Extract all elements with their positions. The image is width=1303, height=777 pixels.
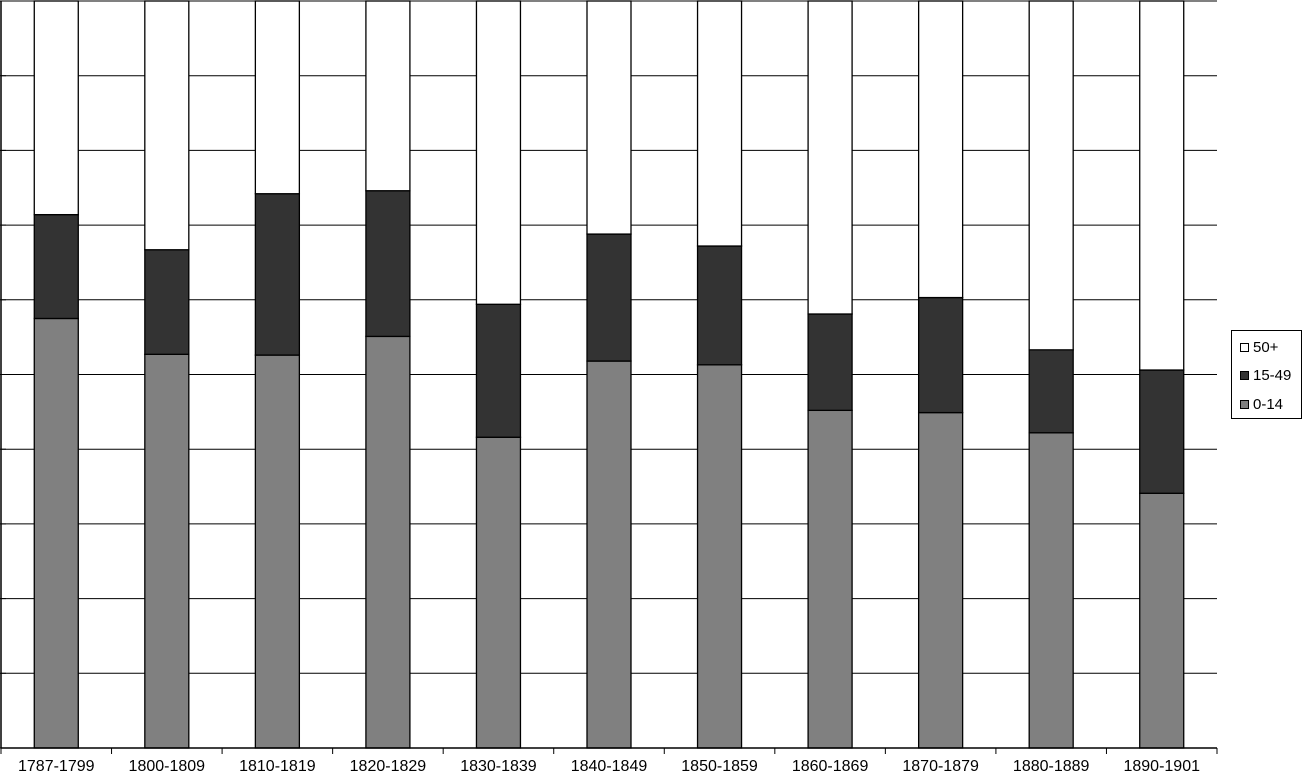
bar-stacks [33,0,1185,749]
bar-segment-15-49-1860-1869 [807,313,853,412]
bar-segment-50plus-1800-1809 [144,0,190,251]
legend-swatch-50plus [1240,342,1249,352]
bar-segment-15-49-1787-1799 [33,213,79,320]
bar-segment-0-14-1850-1859 [696,364,743,749]
legend-item-50plus: 50+ [1240,338,1278,356]
x-tick-label: 1850-1859 [681,758,758,775]
bar-segment-50plus-1860-1869 [807,0,853,315]
bar-segment-50plus-1850-1859 [696,0,743,247]
bar-segment-15-49-1820-1829 [365,190,411,338]
bar-segment-0-14-1830-1839 [475,436,522,749]
x-tick-label: 1840-1849 [571,758,648,775]
bar-segment-50plus-1830-1839 [475,0,522,305]
bar-segment-0-14-1860-1869 [807,409,853,749]
bar-segment-0-14-1800-1809 [144,353,190,749]
bar-segment-50plus-1880-1889 [1028,0,1074,351]
bar-segment-15-49-1830-1839 [475,303,522,438]
bar-segment-0-14-1870-1879 [917,411,964,749]
bar-segment-15-49-1800-1809 [144,249,190,355]
bar-segment-15-49-1870-1879 [917,296,964,414]
bar-segment-0-14-1787-1799 [33,317,79,749]
x-tick-label: 1810-1819 [239,758,316,775]
bar-segment-50plus-1890-1901 [1139,0,1185,371]
legend: 50+ 15-49 0-14 [1231,330,1302,419]
x-tick-label: 1880-1889 [1013,758,1090,775]
x-tick-label: 1830-1839 [460,758,537,775]
bar-segment-50plus-1810-1819 [254,0,301,195]
x-tick-label: 1890-1901 [1123,758,1200,775]
bar-segment-0-14-1810-1819 [254,354,301,749]
bar-segment-15-49-1850-1859 [696,245,743,366]
bar-segment-15-49-1810-1819 [254,193,301,356]
bar-segment-50plus-1787-1799 [33,0,79,216]
x-tick-label: 1870-1879 [902,758,979,775]
legend-swatch-15-49 [1240,370,1249,380]
bar-segment-15-49-1840-1849 [586,233,632,362]
x-tick-label: 1800-1809 [129,758,206,775]
bar-segment-0-14-1880-1889 [1028,432,1074,749]
x-tick-label: 1860-1869 [792,758,869,775]
bar-segment-0-14-1840-1849 [586,360,632,749]
legend-label-50plus: 50+ [1253,338,1279,356]
bar-segment-50plus-1820-1829 [365,0,411,192]
x-tick-label: 1820-1829 [350,758,427,775]
legend-label-0-14: 0-14 [1253,395,1284,413]
legend-label-15-49: 15-49 [1253,366,1292,384]
bar-segment-50plus-1870-1879 [917,0,964,299]
legend-item-15-49: 15-49 [1240,366,1291,384]
bar-segment-15-49-1880-1889 [1028,349,1074,434]
legend-item-0-14: 0-14 [1240,395,1283,413]
x-tick-labels: 1787-1799 1800-1809 1810-1819 1820-1829 1830… [18,758,1200,775]
bar-segment-15-49-1890-1901 [1139,369,1185,494]
x-tick-label: 1787-1799 [18,758,95,775]
axes [0,0,1218,754]
legend-swatch-0-14 [1240,399,1249,409]
bar-segment-0-14-1820-1829 [365,335,411,749]
bar-segment-0-14-1890-1901 [1139,492,1185,749]
bar-segment-50plus-1840-1849 [586,0,632,235]
